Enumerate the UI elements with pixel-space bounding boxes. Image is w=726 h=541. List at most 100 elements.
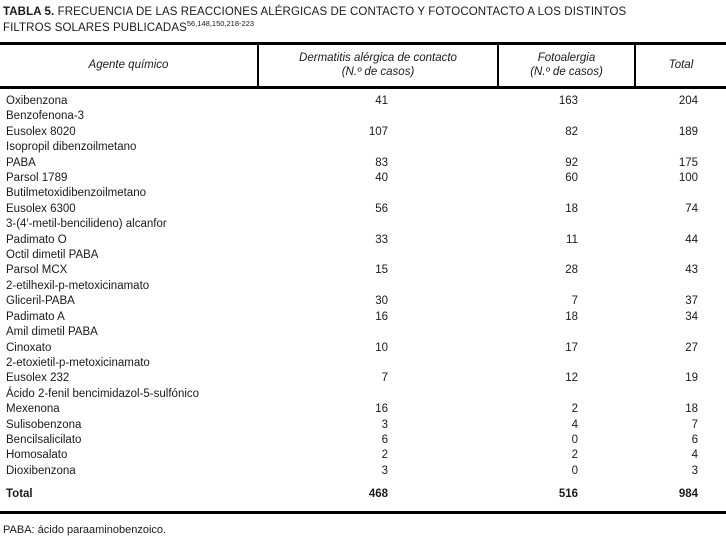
header-row: Agente químico Dermatitis alérgica de co… <box>0 43 726 89</box>
table-row: Sulisobenzona 3 4 7 <box>0 418 726 433</box>
title-line2: FILTROS SOLARES PUBLICADAS <box>3 21 187 34</box>
title-references: 56,148,150,218-223 <box>186 18 255 28</box>
table-body: Oxibenzona Benzofenona-3 41 163 204 Euso… <box>0 88 726 480</box>
agent-synonym: 3-(4′-metil-bencilideno) alcanfor <box>6 218 167 231</box>
total-value: 43 <box>685 264 698 277</box>
agent-name: Parsol MCX <box>6 264 68 277</box>
fotoalergia-value: 82 <box>565 125 578 138</box>
total-value: 7 <box>691 418 698 431</box>
column-header-agente-quimico: Agente químico <box>0 43 258 89</box>
agent-synonym: Amil dimetil PABA <box>6 326 98 339</box>
total-value: 37 <box>685 295 698 308</box>
agent-name: Eusolex 232 <box>6 372 70 385</box>
total-value: 189 <box>678 125 698 138</box>
dermatitis-value: 107 <box>368 125 388 138</box>
dermatitis-value: 2 <box>381 449 388 462</box>
total-value: 19 <box>685 372 698 385</box>
table-row: Mexenona 16 2 18 <box>0 402 726 417</box>
agent-name: Homosalato <box>6 449 68 462</box>
agent-cell: Homosalato <box>0 448 258 463</box>
column-header-dermatitis: Dermatitis alérgica de contacto (N.º de … <box>257 43 498 89</box>
agent-cell: Dioxibenzona <box>0 464 258 479</box>
agent-cell: Padimato A Amil dimetil PABA <box>0 310 258 341</box>
agent-synonym: Butilmetoxidibenzoilmetano <box>6 187 146 200</box>
dermatitis-value: 41 <box>375 95 388 107</box>
table-row: Homosalato 2 2 4 <box>0 448 726 463</box>
dermatitis-value: 83 <box>375 156 388 169</box>
total-dermatitis-value: 468 <box>368 488 388 501</box>
total-value: 175 <box>678 156 698 169</box>
total-label: Total <box>6 488 33 501</box>
agent-cell: Eusolex 232 Ácido 2-fenil bencimidazol-5… <box>0 371 258 402</box>
title-line1: FRECUENCIA DE LAS REACCIONES ALÉRGICAS D… <box>57 6 627 18</box>
fotoalergia-value: 2 <box>571 403 578 416</box>
table-row: Oxibenzona Benzofenona-3 41 163 204 <box>0 88 726 125</box>
dermatitis-value: 33 <box>375 233 388 246</box>
total-value: 44 <box>685 233 698 246</box>
dermatitis-value: 16 <box>375 403 388 416</box>
table-header: Agente químico Dermatitis alérgica de co… <box>0 43 726 89</box>
total-value: 204 <box>678 95 698 107</box>
agent-cell: Padimato O Octil dimetil PABA <box>0 233 258 264</box>
dermatitis-value: 15 <box>375 264 388 277</box>
table-row: Padimato O Octil dimetil PABA 33 11 44 <box>0 233 726 264</box>
agent-name: PABA <box>6 156 36 169</box>
table-row: Eusolex 6300 3-(4′-metil-bencilideno) al… <box>0 202 726 233</box>
agent-name: Cinoxato <box>6 341 52 354</box>
dermatitis-value: 10 <box>375 341 388 354</box>
agent-name: Padimato O <box>6 233 67 246</box>
footnote: PABA: ácido paraaminobenzoico. <box>3 523 167 536</box>
table-row: Dioxibenzona 3 0 3 <box>0 464 726 479</box>
agent-name: Parsol 1789 <box>6 172 68 185</box>
dermatitis-value: 3 <box>381 464 388 477</box>
agent-name: Gliceril-PABA <box>6 295 75 308</box>
fotoalergia-value: 0 <box>571 464 578 477</box>
table-row: Cinoxato 2-etoxietil-p-metoxicinamato 10… <box>0 341 726 372</box>
dermatitis-value: 3 <box>381 418 388 431</box>
agent-synonym: Ácido 2-fenil bencimidazol-5-sulfónico <box>6 387 200 400</box>
table-row: Bencilsalicilato 6 0 6 <box>0 433 726 448</box>
agent-name: Mexenona <box>6 403 60 416</box>
agent-synonym: Octil dimetil PABA <box>6 249 99 262</box>
column-header-sub: (N.º de casos) <box>341 65 415 78</box>
fotoalergia-value: 28 <box>565 264 578 277</box>
table-row: Eusolex 8020 Isopropil dibenzoilmetano 1… <box>0 125 726 156</box>
table-row: Gliceril-PABA 30 7 37 <box>0 294 726 309</box>
fotoalergia-value: 11 <box>566 233 578 246</box>
table-row: Parsol MCX 2-etilhexil-p-metoxicinamato … <box>0 263 726 294</box>
fotoalergia-value: 18 <box>565 310 578 323</box>
frequency-table: Agente químico Dermatitis alérgica de co… <box>0 42 726 514</box>
agent-cell: Sulisobenzona <box>0 418 258 433</box>
total-value: 34 <box>685 310 698 323</box>
agent-cell: Eusolex 8020 Isopropil dibenzoilmetano <box>0 125 258 156</box>
table-row: Eusolex 232 Ácido 2-fenil bencimidazol-5… <box>0 371 726 402</box>
agent-synonym: 2-etilhexil-p-metoxicinamato <box>6 279 150 292</box>
agent-name: Bencilsalicilato <box>6 433 82 446</box>
agent-cell: Oxibenzona Benzofenona-3 <box>0 88 258 125</box>
fotoalergia-value: 2 <box>571 449 578 462</box>
dermatitis-value: 30 <box>375 295 388 308</box>
column-header-fotoalergia: Fotoalergia (N.º de casos) <box>497 43 635 89</box>
column-header-label: Dermatitis alérgica de contacto <box>299 52 457 64</box>
dermatitis-value: 56 <box>375 202 388 215</box>
fotoalergia-value: 92 <box>565 156 578 169</box>
agent-cell: Bencilsalicilato <box>0 433 258 448</box>
agent-name: Oxibenzona <box>6 95 68 107</box>
table-row: PABA 83 92 175 <box>0 156 726 171</box>
agent-synonym: 2-etoxietil-p-metoxicinamato <box>6 356 150 369</box>
dermatitis-value: 6 <box>381 433 388 446</box>
total-value: 18 <box>685 403 698 416</box>
total-row: Total 468 516 984 <box>0 479 726 512</box>
fotoalergia-value: 163 <box>558 95 578 107</box>
column-header-label: Agente químico <box>88 58 169 71</box>
dermatitis-value: 16 <box>375 310 388 323</box>
total-value: 27 <box>685 341 698 354</box>
agent-cell: Cinoxato 2-etoxietil-p-metoxicinamato <box>0 341 258 372</box>
total-fotoalergia-value: 516 <box>558 488 578 501</box>
total-value: 100 <box>678 172 698 185</box>
column-header-label: Total <box>668 58 694 71</box>
agent-synonym: Isopropil dibenzoilmetano <box>6 141 137 154</box>
table-row: Padimato A Amil dimetil PABA 16 18 34 <box>0 310 726 341</box>
fotoalergia-value: 60 <box>565 172 578 185</box>
